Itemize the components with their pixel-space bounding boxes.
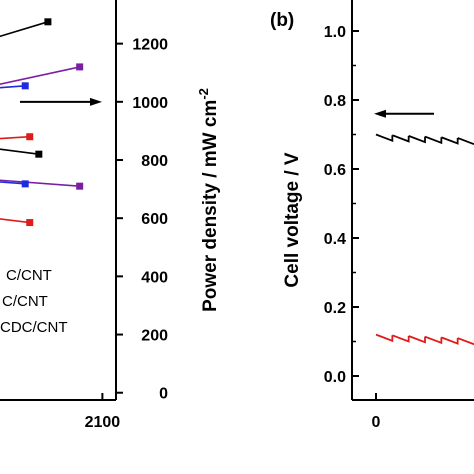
panel-a-right-y-axis-title: Power density / mW cm-2 bbox=[196, 88, 221, 312]
b-series-line-0 bbox=[375, 133, 474, 146]
b-y-tick-label-2: 0.4 bbox=[324, 231, 346, 248]
a-series-line-5 bbox=[0, 179, 80, 187]
a-series-line-0 bbox=[0, 21, 49, 38]
a-y-tick-label-1: 200 bbox=[141, 328, 168, 345]
panel-a-series bbox=[0, 18, 84, 227]
b-y-tick-label-0: 0.0 bbox=[324, 369, 346, 386]
panel-a-legend: C/CNT C/CNT CDC/CNT bbox=[0, 267, 68, 336]
panel-a: 18002100 0 200 400 600 800 1000 1200 C/CNT C/C… bbox=[0, 0, 221, 431]
a-series-5-marker-1 bbox=[76, 182, 84, 190]
b-series-line-1 bbox=[375, 333, 474, 346]
b-y-tick-label-1: 0.2 bbox=[324, 300, 346, 317]
a-series-line-4 bbox=[0, 148, 39, 155]
a-series-3-marker-2 bbox=[26, 133, 34, 141]
a-y-tick-label-6: 1200 bbox=[132, 37, 168, 54]
a-x-tick-label-1: 2100 bbox=[85, 414, 121, 431]
panel-a-right-y-ticks: 0 200 400 600 800 1000 1200 bbox=[116, 37, 168, 403]
panel-a-x-ticks: 18002100 bbox=[85, 393, 121, 431]
a-series-2-marker-1 bbox=[21, 82, 29, 90]
panel-b-arrow-left bbox=[374, 109, 434, 118]
b-arrow-head bbox=[374, 109, 386, 118]
ylabel-right-main: Power density / mW cm bbox=[200, 100, 221, 312]
panel-b-y-ticks: 0.0 0.2 0.4 0.6 0.8 1.0 bbox=[324, 24, 359, 386]
a-series-0-marker-2 bbox=[44, 18, 52, 26]
legend-entry-2: C/CNT bbox=[2, 293, 48, 310]
panel-b-label: (b) bbox=[270, 10, 294, 31]
b-y-tick-label-3: 0.6 bbox=[324, 162, 346, 179]
a-series-line-2 bbox=[0, 85, 26, 89]
panel-b-series bbox=[375, 133, 474, 346]
legend-entry-1: C/CNT bbox=[6, 267, 52, 284]
a-y-tick-label-0: 0 bbox=[159, 386, 168, 403]
a-y-tick-label-3: 600 bbox=[141, 211, 168, 228]
panel-b: (b) Cell voltage / V 0.00.20.40.60.81.0 … bbox=[270, 0, 474, 431]
panel-b-y-axis-title: Cell voltage / V bbox=[282, 152, 303, 287]
b-y-tick-label-4: 0.8 bbox=[324, 93, 346, 110]
a-series-7-marker-2 bbox=[26, 219, 34, 227]
a-arrow-head bbox=[90, 97, 102, 106]
a-series-4-marker-2 bbox=[35, 150, 43, 158]
a-y-tick-label-2: 400 bbox=[141, 269, 168, 286]
a-series-line-1 bbox=[0, 66, 80, 86]
ylabel-right-superscript: -2 bbox=[196, 88, 211, 100]
a-series-6-marker-1 bbox=[21, 180, 29, 188]
b-y-tick-label-5: 1.0 bbox=[324, 24, 346, 41]
a-series-line-7 bbox=[0, 218, 30, 224]
a-series-1-marker-1 bbox=[76, 63, 84, 71]
panel-a-arrow-right bbox=[20, 97, 102, 106]
a-y-tick-label-4: 800 bbox=[141, 153, 168, 170]
b-x-tick-label-0: 0 bbox=[372, 414, 381, 431]
panel-b-x-ticks: 0 bbox=[372, 393, 381, 431]
a-y-tick-label-5: 1000 bbox=[132, 95, 168, 112]
legend-entry-3: CDC/CNT bbox=[0, 319, 68, 336]
